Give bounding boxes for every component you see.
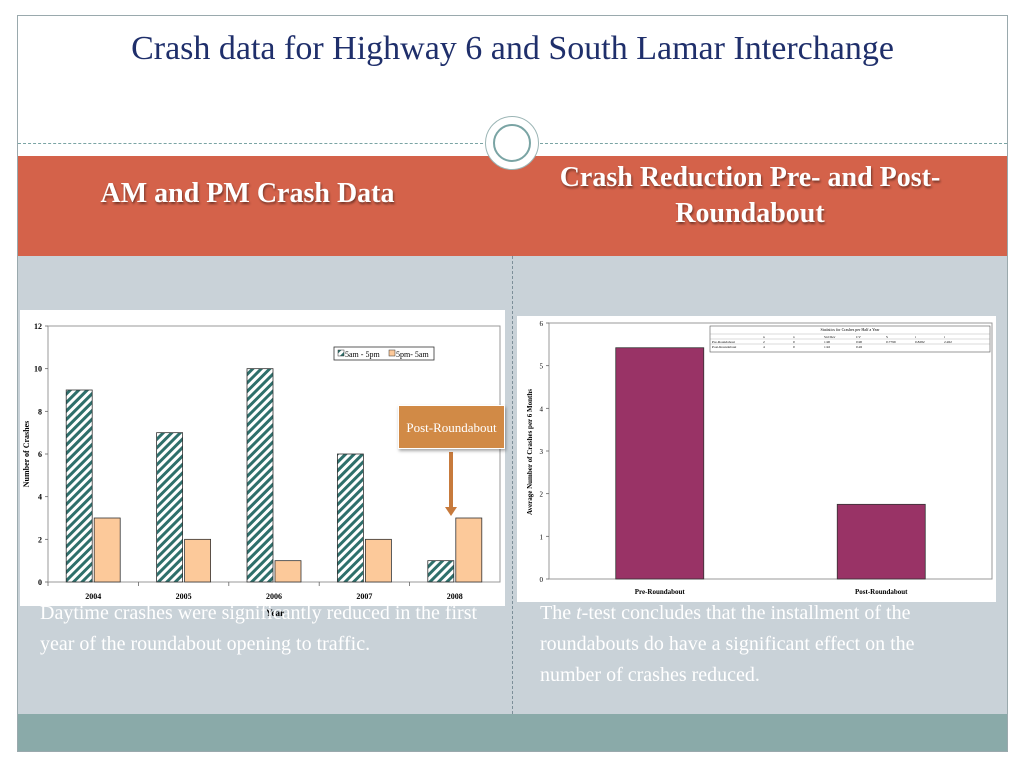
inset-table-cell: Post-Roundabout: [712, 345, 736, 349]
chart1-x-tick-label: 2008: [447, 592, 463, 601]
inset-table-cell: 0.90: [856, 340, 862, 344]
inset-stats-table: Statistics for Crashes per Half a Year n…: [709, 325, 991, 353]
chart1-x-axis-title: Year: [266, 608, 284, 618]
chart1-x-tick-label: 2005: [176, 592, 192, 601]
inset-table-cell: 0.26: [856, 345, 862, 349]
right-caption: The t-test concludes that the installmen…: [540, 598, 980, 691]
chart2-y-tick-label: 3: [540, 448, 544, 456]
inset-table-cell: 0: [793, 345, 795, 349]
chart1-bar-night: [93, 517, 121, 583]
slide-title: Crash data for Highway 6 and South Lamar…: [131, 30, 894, 67]
chart1-bar-day: [427, 560, 455, 583]
legend-label-day: 5am - 5pm: [345, 350, 380, 359]
right-caption-rest: -test concludes that the installment of …: [540, 602, 915, 686]
inset-table-cell: Pre-Roundabout: [712, 340, 735, 344]
title-divider-left: [18, 143, 483, 144]
column-divider: [512, 256, 513, 714]
inset-table-title: Statistics for Crashes per Half a Year: [821, 327, 881, 332]
chart2-y-tick-label: 5: [540, 363, 544, 371]
right-column-header: Crash Reduction Pre- and Post- Roundabou…: [559, 162, 941, 229]
chart1-x-tick-label: 2006: [266, 592, 282, 601]
chart1-bar-night: [455, 517, 483, 583]
title-divider-right: [540, 143, 1007, 144]
post-roundabout-callout: Post-Roundabout: [398, 405, 505, 449]
chart1-y-tick-label: 12: [34, 322, 42, 331]
inset-table-cell: 0.8282: [915, 340, 925, 344]
inset-table-cell: 0.7799: [886, 340, 896, 344]
right-caption-t: t: [576, 602, 582, 624]
chart1-y-tick-label: 0: [38, 578, 42, 587]
chart1-y-axis-title: Number of Crashes: [22, 421, 31, 488]
legend-swatch-day: [337, 349, 345, 357]
inset-table-cell: 1.92: [824, 345, 830, 349]
chart2-bar: [615, 347, 705, 580]
chart1-y-tick-label: 8: [38, 407, 42, 416]
inset-table-cell: 4: [763, 345, 765, 349]
chart1-y-tick-label: 4: [38, 493, 42, 502]
inset-table-cell: n: [763, 335, 765, 339]
chart1-bar-night: [184, 538, 212, 583]
divider-ornament-icon: [485, 116, 539, 170]
inset-table-cell: CV: [856, 335, 861, 339]
chart1-bar-night: [364, 538, 392, 583]
chart1-bar-day: [156, 432, 184, 583]
inset-table-cell: t: [944, 335, 945, 339]
inset-table-cell: 2.262: [944, 340, 952, 344]
inset-table-cell: 1.90: [824, 340, 830, 344]
right-caption-prefix: The: [540, 602, 577, 624]
inset-table-cell: x: [793, 335, 795, 339]
chart2-bar: [836, 503, 926, 580]
chart1-bar-night: [274, 560, 302, 583]
chart2-y-tick-label: 0: [540, 576, 544, 584]
chart1-plot-area: [47, 325, 501, 583]
chart1-x-tick-label: 2007: [356, 592, 372, 601]
callout-arrow-head-icon: [445, 507, 457, 516]
left-caption: Daytime crashes were significantly reduc…: [40, 602, 478, 655]
chart2-y-axis-title: Average Number of Crashes per 6 Months: [526, 389, 534, 515]
chart1-legend: 5am - 5pm 5pm- 5am: [333, 346, 435, 361]
footer-bar: [18, 714, 1007, 751]
chart2-y-tick-label: 4: [540, 405, 544, 413]
chart1-y-tick-label: 2: [38, 535, 42, 544]
chart1-y-tick-label: 6: [38, 450, 42, 459]
legend-label-night: 5pm- 5am: [396, 350, 429, 359]
chart1-bar-day: [336, 453, 364, 583]
chart1-bar-day: [246, 368, 274, 583]
chart2-y-tick-label: 6: [540, 320, 544, 328]
inset-table-cell: 2: [763, 340, 765, 344]
inset-table-cell: S: [886, 335, 888, 339]
left-column-header: AM and PM Crash Data: [100, 178, 395, 209]
chart2-y-tick-label: 2: [540, 491, 544, 499]
chart1-bar-day: [65, 389, 93, 583]
chart1-y-tick-label: 10: [34, 365, 42, 374]
header-band: [18, 156, 1007, 256]
legend-swatch-night: [388, 349, 396, 357]
inset-table-cell: Std Dev: [824, 335, 836, 339]
inset-table-cell: 0: [793, 340, 795, 344]
inset-table-cell: t: [915, 335, 916, 339]
chart1-x-tick-label: 2004: [85, 592, 101, 601]
chart2-y-tick-label: 1: [540, 533, 544, 541]
chart2-x-tick-label: Pre-Roundabout: [635, 588, 686, 596]
chart2-x-tick-label: Post-Roundabout: [855, 588, 908, 596]
